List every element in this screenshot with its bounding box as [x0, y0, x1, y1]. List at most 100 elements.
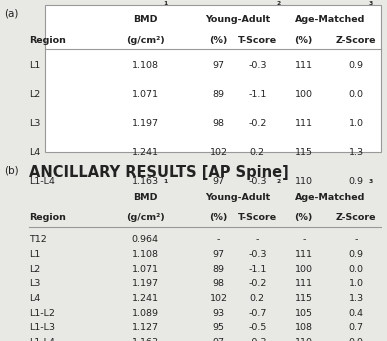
Text: L4: L4 — [29, 148, 40, 157]
Text: 105: 105 — [295, 309, 313, 317]
Text: 1.089: 1.089 — [132, 309, 159, 317]
Text: 1.108: 1.108 — [132, 61, 159, 70]
Text: 0.2: 0.2 — [250, 148, 265, 157]
Text: 3: 3 — [368, 179, 373, 184]
Text: L1: L1 — [29, 250, 40, 259]
Text: 115: 115 — [295, 148, 313, 157]
Text: 0.9: 0.9 — [349, 338, 363, 341]
Text: 111: 111 — [295, 61, 313, 70]
Text: 3: 3 — [368, 1, 373, 6]
Text: -0.3: -0.3 — [248, 250, 267, 259]
Text: L2: L2 — [29, 90, 40, 99]
Text: -0.3: -0.3 — [248, 338, 267, 341]
Text: 1.071: 1.071 — [132, 265, 159, 273]
Text: 110: 110 — [295, 338, 313, 341]
Text: L4: L4 — [29, 294, 40, 303]
Text: T-Score: T-Score — [238, 36, 277, 45]
Text: Z-Score: Z-Score — [336, 36, 376, 45]
Text: (%): (%) — [295, 36, 313, 45]
Text: L3: L3 — [29, 279, 40, 288]
Text: -0.2: -0.2 — [248, 119, 267, 128]
Text: 115: 115 — [295, 294, 313, 303]
Text: Z-Score: Z-Score — [336, 213, 376, 222]
Text: 1: 1 — [164, 179, 168, 184]
Text: 97: 97 — [212, 61, 225, 70]
Text: -: - — [354, 235, 358, 244]
Text: 97: 97 — [212, 338, 225, 341]
Text: 97: 97 — [212, 177, 225, 186]
Text: L1-L2: L1-L2 — [29, 309, 55, 317]
Text: -1.1: -1.1 — [248, 90, 267, 99]
Text: (g/cm²): (g/cm²) — [126, 36, 164, 45]
Text: BMD: BMD — [133, 15, 158, 24]
Text: 1.108: 1.108 — [132, 250, 159, 259]
Text: L1: L1 — [29, 61, 40, 70]
Text: 0.9: 0.9 — [349, 61, 363, 70]
Text: 89: 89 — [212, 90, 225, 99]
Text: 1.197: 1.197 — [132, 279, 159, 288]
Text: 1.241: 1.241 — [132, 148, 159, 157]
Text: 0.2: 0.2 — [250, 294, 265, 303]
Text: L3: L3 — [29, 119, 40, 128]
Text: 95: 95 — [212, 323, 225, 332]
Text: -0.5: -0.5 — [248, 323, 267, 332]
Text: 0.964: 0.964 — [132, 235, 159, 244]
Text: 110: 110 — [295, 177, 313, 186]
Text: 1.197: 1.197 — [132, 119, 159, 128]
Text: Young-Adult: Young-Adult — [205, 15, 271, 24]
Text: T12: T12 — [29, 235, 47, 244]
Text: 0.9: 0.9 — [349, 177, 363, 186]
Text: L1-L3: L1-L3 — [29, 323, 55, 332]
Text: 111: 111 — [295, 250, 313, 259]
Text: -: - — [217, 235, 220, 244]
Text: Region: Region — [29, 36, 66, 45]
Text: 1.163: 1.163 — [132, 177, 159, 186]
Text: 1.3: 1.3 — [348, 148, 364, 157]
Text: 1.127: 1.127 — [132, 323, 159, 332]
Text: 1.071: 1.071 — [132, 90, 159, 99]
Text: 0.0: 0.0 — [349, 265, 363, 273]
Text: (%): (%) — [209, 213, 228, 222]
Text: 1.0: 1.0 — [349, 279, 363, 288]
Text: 100: 100 — [295, 265, 313, 273]
Text: 111: 111 — [295, 119, 313, 128]
Text: 0.9: 0.9 — [349, 250, 363, 259]
Text: 98: 98 — [212, 279, 225, 288]
Text: BMD: BMD — [133, 193, 158, 202]
Text: Age-Matched: Age-Matched — [295, 193, 365, 202]
Text: 1.0: 1.0 — [349, 119, 363, 128]
Text: -0.2: -0.2 — [248, 279, 267, 288]
Text: -0.7: -0.7 — [248, 309, 267, 317]
Text: -: - — [302, 235, 305, 244]
Text: L1-L4: L1-L4 — [29, 177, 55, 186]
Text: (a): (a) — [4, 9, 18, 18]
Text: -0.3: -0.3 — [248, 177, 267, 186]
Text: -1.1: -1.1 — [248, 265, 267, 273]
Text: 2: 2 — [277, 1, 281, 6]
Text: 1.241: 1.241 — [132, 294, 159, 303]
Text: (%): (%) — [209, 36, 228, 45]
Text: 102: 102 — [210, 148, 228, 157]
FancyBboxPatch shape — [45, 5, 381, 152]
Text: 102: 102 — [210, 294, 228, 303]
Text: (%): (%) — [295, 213, 313, 222]
Text: 0.7: 0.7 — [349, 323, 363, 332]
Text: T-Score: T-Score — [238, 213, 277, 222]
Text: (b): (b) — [4, 165, 19, 175]
Text: 1: 1 — [164, 1, 168, 6]
Text: 89: 89 — [212, 265, 225, 273]
Text: Age-Matched: Age-Matched — [295, 15, 365, 24]
Text: L1-L4: L1-L4 — [29, 338, 55, 341]
Text: 1.163: 1.163 — [132, 338, 159, 341]
Text: Young-Adult: Young-Adult — [205, 193, 271, 202]
Text: 1.3: 1.3 — [348, 294, 364, 303]
Text: 0.4: 0.4 — [349, 309, 363, 317]
Text: -: - — [256, 235, 259, 244]
Text: (g/cm²): (g/cm²) — [126, 213, 164, 222]
Text: -0.3: -0.3 — [248, 61, 267, 70]
Text: ANCILLARY RESULTS [AP Spine]: ANCILLARY RESULTS [AP Spine] — [29, 165, 289, 180]
Text: 111: 111 — [295, 279, 313, 288]
Text: 98: 98 — [212, 119, 225, 128]
Text: L2: L2 — [29, 265, 40, 273]
Text: 100: 100 — [295, 90, 313, 99]
